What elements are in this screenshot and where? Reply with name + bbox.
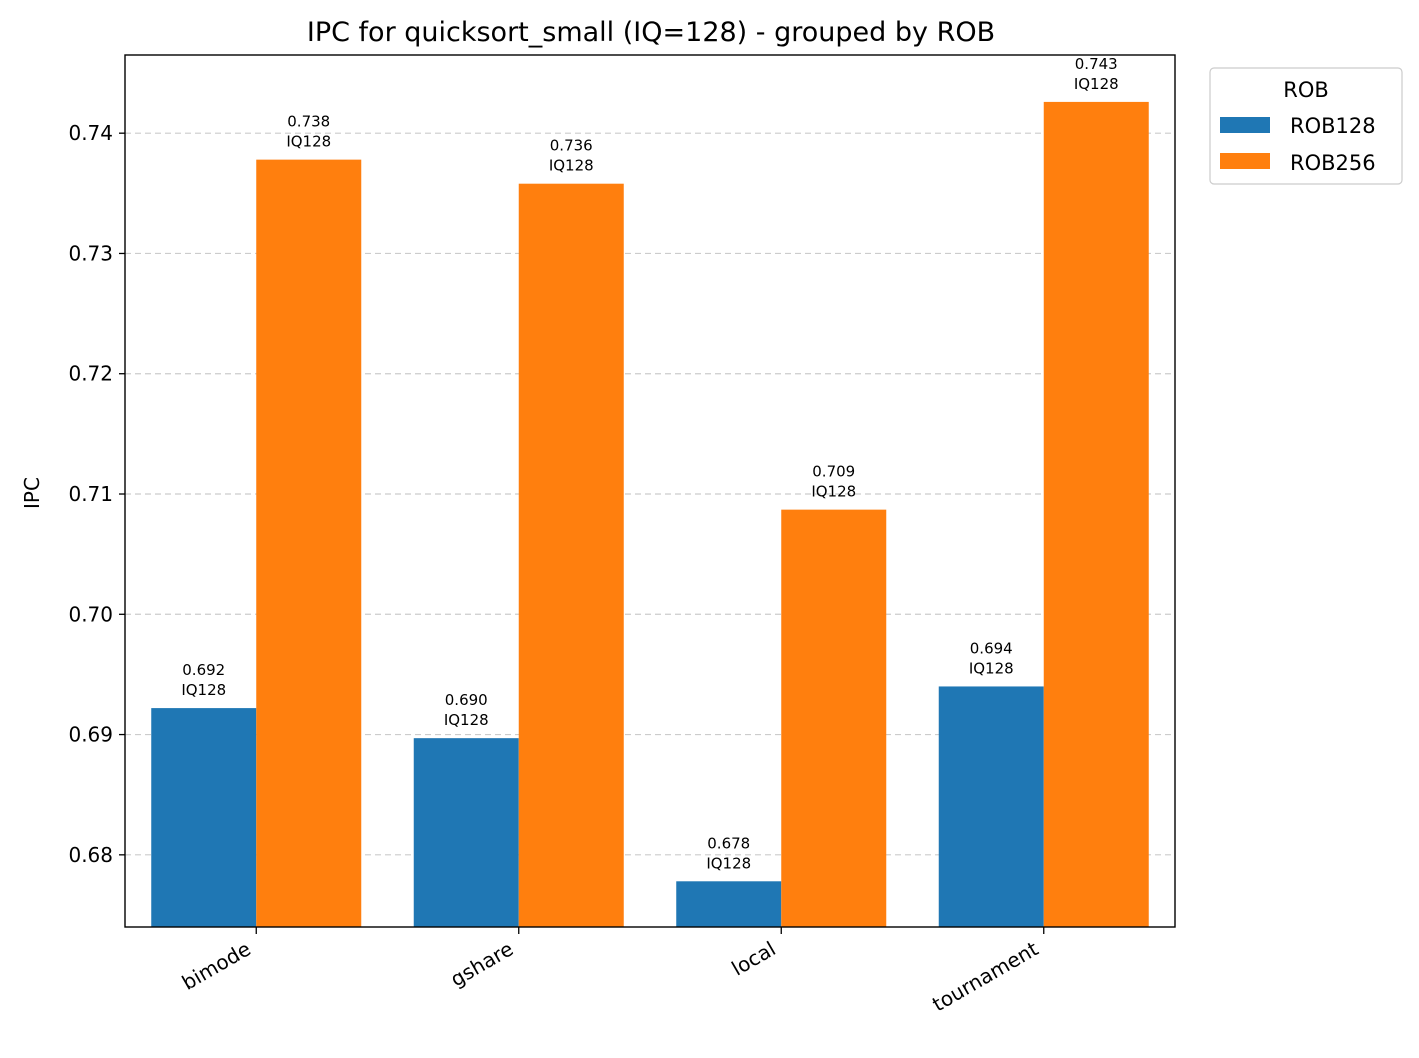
bar-rob128-bimode — [151, 708, 257, 927]
y-tick-label: 0.69 — [68, 723, 113, 747]
legend-label-rob256: ROB256 — [1290, 151, 1376, 175]
data-label-iq: IQ128 — [706, 854, 751, 872]
data-label-value: 0.736 — [550, 137, 593, 155]
legend-label-rob128: ROB128 — [1290, 114, 1376, 138]
data-label-iq: IQ128 — [181, 681, 226, 699]
data-label-iq: IQ128 — [811, 483, 856, 501]
y-tick-label: 0.71 — [68, 482, 113, 506]
chart-title: IPC for quicksort_small (IQ=128) - group… — [307, 17, 995, 48]
y-axis-label: IPC — [20, 477, 44, 509]
y-axis: 0.68 0.69 0.70 0.71 0.72 0.73 0.74 — [68, 121, 125, 867]
data-label-iq: IQ128 — [549, 157, 594, 175]
legend-swatch-rob128 — [1220, 117, 1270, 133]
bar-rob128-gshare — [413, 738, 519, 927]
bar-rob128-tournament — [938, 686, 1044, 927]
legend-swatch-rob256 — [1220, 153, 1270, 169]
data-label-value: 0.743 — [1075, 55, 1118, 73]
data-label-value: 0.694 — [970, 639, 1013, 657]
bar-rob256-bimode — [256, 159, 362, 927]
bars — [151, 101, 1149, 927]
data-label-value: 0.692 — [182, 661, 225, 679]
data-label-value: 0.690 — [445, 691, 488, 709]
y-tick-label: 0.70 — [68, 602, 113, 626]
bar-rob256-gshare — [518, 183, 624, 927]
data-label-value: 0.709 — [812, 463, 855, 481]
data-label-iq: IQ128 — [1074, 75, 1119, 93]
bar-rob128-local — [676, 881, 782, 927]
legend-title: ROB — [1283, 78, 1329, 102]
data-label-iq: IQ128 — [969, 659, 1014, 677]
y-tick-label: 0.74 — [68, 121, 113, 145]
y-tick-label: 0.68 — [68, 843, 113, 867]
plot-frame — [124, 54, 1176, 928]
data-labels: 0.692 IQ128 0.738 IQ128 0.690 IQ128 0.736 IQ128… — [181, 55, 1118, 872]
data-label-iq: IQ128 — [444, 711, 489, 729]
y-tick-label: 0.73 — [68, 241, 113, 265]
bar-rob256-local — [781, 509, 887, 927]
data-label-value: 0.738 — [287, 113, 330, 131]
y-tick-label: 0.72 — [68, 362, 113, 386]
bar-rob256-tournament — [1043, 101, 1149, 927]
data-label-iq: IQ128 — [286, 133, 331, 151]
legend: ROB ROB128 ROB256 — [1209, 67, 1403, 185]
data-label-value: 0.678 — [707, 834, 750, 852]
